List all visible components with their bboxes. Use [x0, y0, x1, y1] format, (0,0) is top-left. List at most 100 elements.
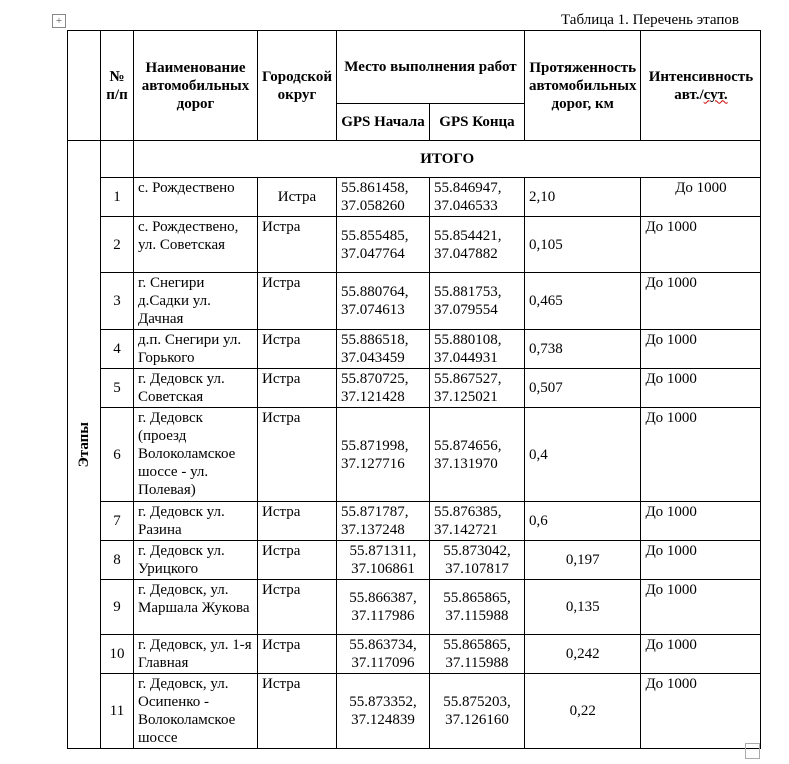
row-district: Истра — [257, 177, 337, 217]
row-length: 0,105 — [523, 216, 642, 273]
row-gps-start: 55.861458, 37.058260 — [335, 177, 430, 217]
row-road-name: д.п. Снегири ул. Горького — [133, 329, 258, 369]
row-intensity: До 1000 — [640, 272, 762, 330]
total-label: ИТОГО — [132, 140, 762, 178]
row-road-name: г. Дедовск ул. Разина — [133, 501, 258, 541]
row-district: Истра — [257, 579, 337, 635]
table-move-handle-icon[interactable]: + — [52, 14, 66, 28]
row-gps-end: 55.867527, 37.125021 — [428, 368, 525, 408]
row-gps-start: 55.880764, 37.074613 — [335, 272, 430, 330]
row-length: 0,6 — [523, 501, 642, 541]
table-row: 4 д.п. Снегири ул. Горького Истра 55.886518… — [68, 329, 762, 369]
header-length: Протяженность автомобильных дорог, км — [523, 30, 642, 141]
row-road-name: г. Дедовск, ул. Маршала Жукова — [133, 579, 258, 635]
row-length: 0,507 — [523, 368, 642, 408]
row-gps-start: 55.866387, 37.117986 — [335, 579, 430, 635]
row-length: 0,4 — [523, 407, 642, 502]
row-road-name: с. Рождествено — [133, 177, 258, 217]
row-gps-end: 55.880108, 37.044931 — [428, 329, 525, 369]
row-district: Истра — [257, 368, 337, 408]
row-district: Истра — [257, 634, 337, 674]
row-length: 0,242 — [523, 634, 642, 674]
row-length: 0,135 — [523, 579, 642, 635]
table-row: 7 г. Дедовск ул. Разина Истра 55.871787, 37… — [68, 501, 762, 541]
row-num: 3 — [100, 272, 134, 330]
row-gps-end: 55.875203, 37.126160 — [428, 673, 525, 749]
row-intensity: До 1000 — [640, 540, 762, 580]
row-gps-end: 55.874656, 37.131970 — [428, 407, 525, 502]
row-gps-start: 55.863734, 37.117096 — [335, 634, 430, 674]
header-gps-end: GPS Конца — [428, 103, 525, 141]
row-district: Истра — [257, 407, 337, 502]
row-num: 6 — [100, 407, 134, 502]
row-num: 10 — [100, 634, 134, 674]
table-row: 5 г. Дедовск ул. Советская Истра 55.870725,… — [68, 368, 762, 408]
row-num: 2 — [100, 216, 134, 273]
row-intensity: До 1000 — [640, 634, 762, 674]
row-road-name: г. Дедовск, ул. 1-я Главная — [133, 634, 258, 674]
row-length: 0,738 — [523, 329, 642, 369]
row-intensity: До 1000 — [640, 501, 762, 541]
stages-label-cell: Этапы — [67, 140, 101, 749]
row-num: 7 — [100, 501, 134, 541]
row-intensity: До 1000 — [640, 673, 762, 749]
row-gps-end: 55.873042, 37.107817 — [428, 540, 525, 580]
header-district: Городской округ — [257, 30, 337, 141]
table-row: 10 г. Дедовск, ул. 1-я Главная Истра 55.863… — [68, 634, 762, 674]
row-gps-end: 55.865865, 37.115988 — [428, 579, 525, 635]
row-district: Истра — [257, 329, 337, 369]
table-row: 11 г. Дедовск, ул. Осипенко - Волоколамск… — [68, 673, 762, 749]
stages-label: Этапы — [76, 421, 92, 468]
row-length: 0,465 — [523, 272, 642, 330]
row-gps-start: 55.873352, 37.124839 — [335, 673, 430, 749]
row-district: Истра — [257, 673, 337, 749]
row-gps-end: 55.846947, 37.046533 — [428, 177, 525, 217]
row-num: 9 — [100, 579, 134, 635]
row-intensity: До 1000 — [640, 216, 762, 273]
table-row: 2 с. Рождествено, ул. Советская Истра 55.85… — [68, 216, 762, 273]
row-road-name: г. Дедовск ул. Советская — [133, 368, 258, 408]
row-num: 11 — [100, 673, 134, 749]
row-gps-start: 55.871311, 37.106861 — [335, 540, 430, 580]
total-num-empty — [100, 140, 134, 178]
table-row: 8 г. Дедовск ул. Урицкого Истра 55.871311, … — [68, 540, 762, 580]
header-intensity-unit: сут. — [703, 86, 728, 103]
row-intensity: До 1000 — [640, 407, 762, 502]
row-intensity: До 1000 — [640, 368, 762, 408]
row-district: Истра — [257, 216, 337, 273]
row-district: Истра — [257, 540, 337, 580]
row-gps-end: 55.854421, 37.047882 — [428, 216, 525, 273]
row-gps-end: 55.881753, 37.079554 — [428, 272, 525, 330]
table-caption: Таблица 1. Перечень этапов — [561, 12, 739, 28]
row-num: 5 — [100, 368, 134, 408]
table-row: 9 г. Дедовск, ул. Маршала Жукова Истра 55.8… — [68, 579, 762, 635]
row-gps-start: 55.855485, 37.047764 — [335, 216, 430, 273]
row-district: Истра — [257, 501, 337, 541]
row-intensity: До 1000 — [640, 579, 762, 635]
stages-table: № п/п Наименование автомобильных дорог Г… — [67, 30, 762, 749]
row-gps-start: 55.870725, 37.121428 — [335, 368, 430, 408]
row-num: 4 — [100, 329, 134, 369]
row-gps-start: 55.886518, 37.043459 — [335, 329, 430, 369]
row-gps-start: 55.871998, 37.127716 — [335, 407, 430, 502]
end-of-cell-mark — [745, 743, 760, 759]
row-road-name: г. Дедовск, ул. Осипенко - Волоколамское… — [133, 673, 258, 749]
header-intensity-main: Интенсивность авт./ — [648, 68, 754, 103]
row-district: Истра — [257, 272, 337, 330]
header-intensity: Интенсивность авт./сут. — [640, 30, 762, 141]
row-intensity: До 1000 — [640, 329, 762, 369]
header-gps-start: GPS Начала — [335, 103, 430, 141]
stage-header-empty — [67, 30, 101, 141]
header-road-name: Наименование автомобильных дорог — [133, 30, 258, 141]
table-row: 1 с. Рождествено Истра 55.861458, 37.058260… — [68, 177, 762, 217]
row-length: 0,197 — [523, 540, 642, 580]
row-intensity: До 1000 — [640, 177, 762, 217]
table-row: 3 г. Снегири д.Садки ул. Дачная Истра 55.88… — [68, 272, 762, 330]
row-gps-end: 55.876385, 37.142721 — [428, 501, 525, 541]
row-num: 8 — [100, 540, 134, 580]
row-gps-end: 55.865865, 37.115988 — [428, 634, 525, 674]
row-length: 2,10 — [523, 177, 642, 217]
table-row: 6 г. Дедовск (проезд Волоколамское шоссе … — [68, 407, 762, 502]
row-road-name: с. Рождествено, ул. Советская — [133, 216, 258, 273]
row-road-name: г. Снегири д.Садки ул. Дачная — [133, 272, 258, 330]
